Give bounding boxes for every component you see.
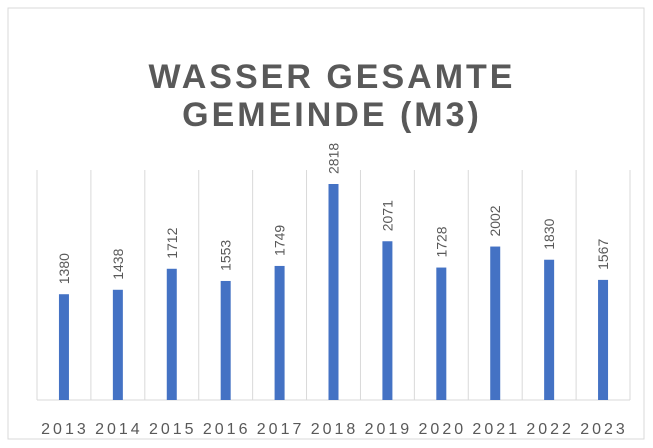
- chart-title: GEMEINDE (M3): [182, 96, 482, 134]
- x-tick-label: 2018: [311, 421, 359, 438]
- bar: [490, 246, 501, 400]
- bar: [274, 265, 285, 400]
- x-tick-label: 2016: [203, 421, 251, 438]
- x-tick-label: 2019: [365, 421, 413, 438]
- x-tick-label: 2013: [41, 421, 89, 438]
- data-label: 1380: [56, 253, 72, 284]
- data-label: 2002: [487, 205, 503, 236]
- data-label: 1728: [433, 226, 449, 257]
- x-tick-label: 2021: [472, 421, 520, 438]
- bar: [112, 289, 123, 400]
- x-tick-label: 2017: [257, 421, 305, 438]
- bar: [382, 241, 393, 400]
- bar: [58, 294, 69, 400]
- data-label: 1830: [541, 218, 557, 249]
- data-label: 1749: [272, 225, 288, 256]
- bar: [544, 259, 555, 400]
- data-label: 1553: [218, 240, 234, 271]
- x-tick-label: 2023: [580, 421, 628, 438]
- bar: [436, 267, 447, 400]
- data-label: 2071: [379, 200, 395, 231]
- bar: [598, 279, 609, 400]
- x-tick-label: 2014: [95, 421, 143, 438]
- x-tick-label: 2015: [149, 421, 197, 438]
- bar: [328, 184, 339, 400]
- data-label: 2818: [326, 143, 342, 174]
- x-tick-label: 2022: [526, 421, 574, 438]
- bar: [166, 268, 177, 400]
- data-label: 1567: [595, 239, 611, 270]
- x-tick-label: 2020: [419, 421, 467, 438]
- data-label: 1438: [110, 248, 126, 279]
- data-label: 1712: [164, 227, 180, 258]
- bar: [220, 280, 231, 400]
- chart-title: WASSER GESAMTE: [149, 58, 516, 96]
